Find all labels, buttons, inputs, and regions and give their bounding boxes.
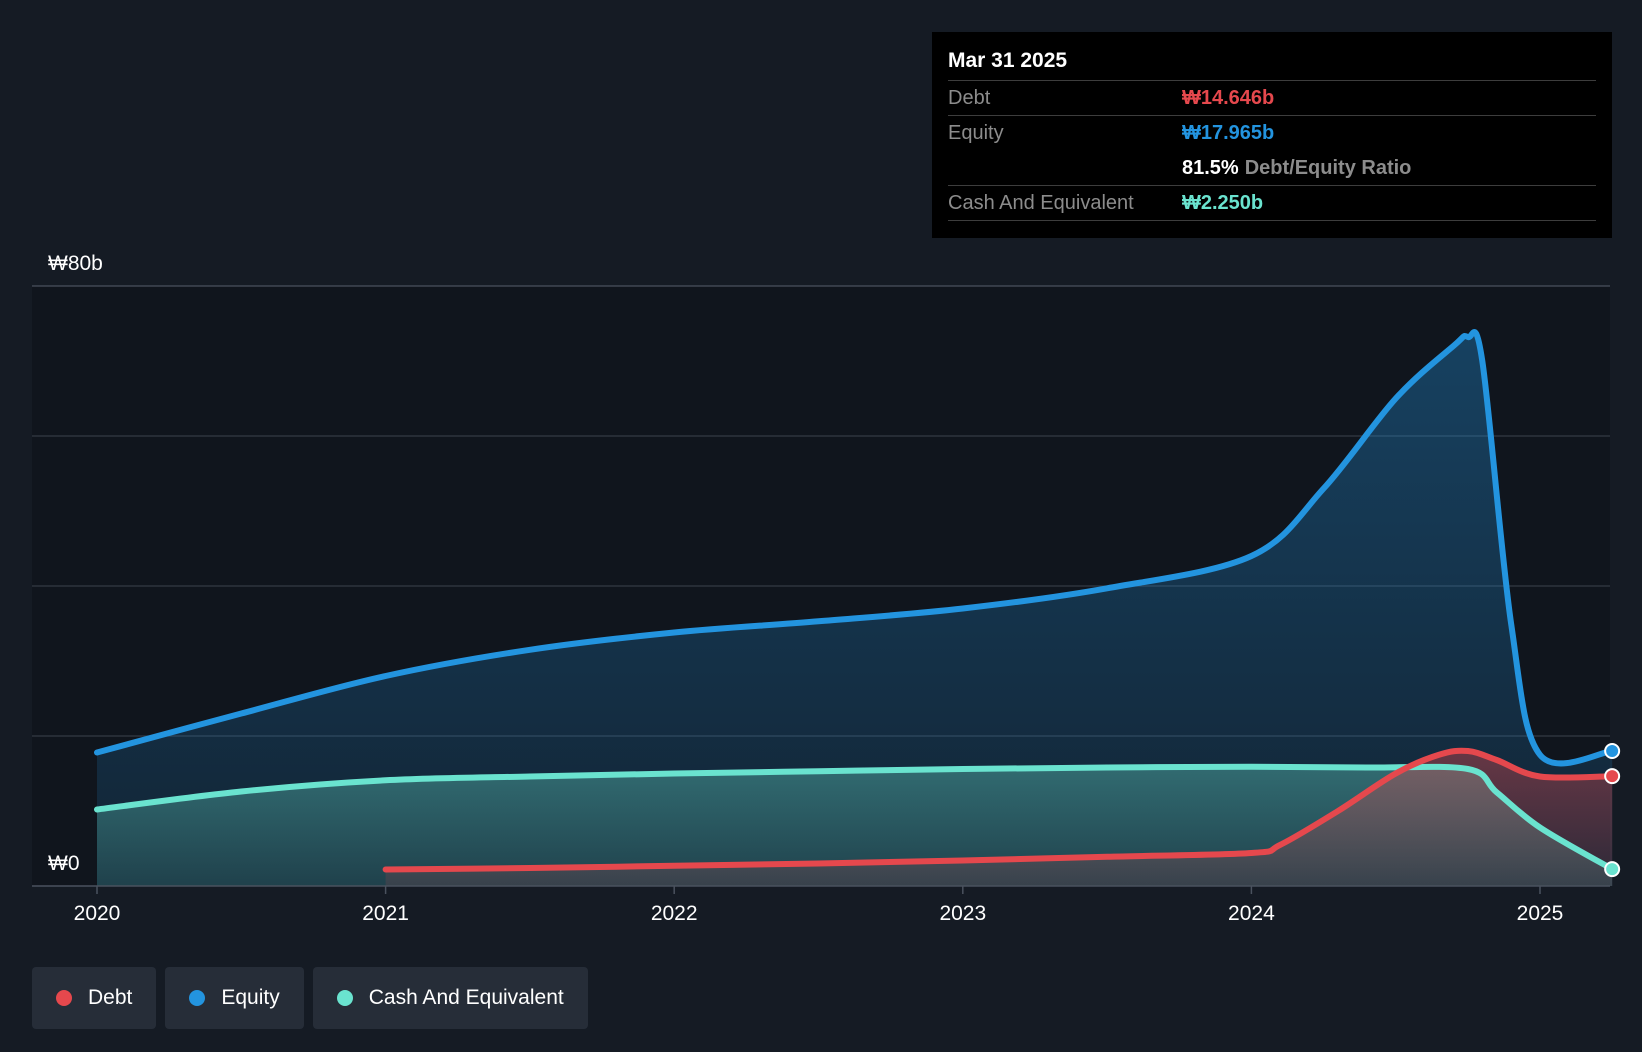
- cash-dot-icon: [336, 990, 353, 1006]
- tooltip-ratio-label: Debt/Equity Ratio: [1244, 156, 1412, 179]
- x-tick-label: 2024: [1228, 902, 1275, 925]
- y-axis-labels: ₩80b ₩0: [48, 252, 103, 875]
- debt-area: [385, 750, 1613, 886]
- x-tick-label: 2020: [74, 902, 121, 925]
- legend-label-equity: Equity: [221, 986, 280, 1009]
- x-axis-ticks: 2020 2021 2022 2023 2024 2025: [74, 886, 1564, 925]
- legend-label-cash: Cash And Equivalent: [368, 986, 564, 1009]
- legend-item-debt[interactable]: Debt: [32, 967, 157, 1029]
- tooltip-date: Mar 31 2025: [948, 49, 1068, 72]
- cash-and-equivalent-line: [94, 763, 1616, 873]
- x-tick-label: 2023: [939, 902, 986, 925]
- tooltip-equity-label: Equity: [948, 121, 1004, 144]
- tooltip-debt-row: Debt ₩14.646b: [948, 80, 1596, 115]
- debt-line: [382, 747, 1616, 873]
- y-tick-label: ₩80b: [48, 252, 103, 275]
- x-tick-label: 2025: [1517, 902, 1564, 925]
- tooltip-cash-row: Cash And Equivalent ₩2.250b: [948, 185, 1596, 221]
- legend: Debt Equity Cash And Equivalent: [32, 967, 588, 1029]
- legend-label-debt: Debt: [88, 986, 133, 1009]
- tooltip-equity-row: Equity ₩17.965b: [948, 115, 1596, 150]
- tooltip-debt-label: Debt: [948, 86, 991, 109]
- tooltip-ratio-row: 81.5% Debt/Equity Ratio: [948, 150, 1596, 185]
- tooltip-debt-value: ₩14.646b: [1182, 86, 1275, 109]
- series-lines: [94, 329, 1616, 873]
- equity-dot-icon: [189, 990, 206, 1006]
- x-tick-label: 2022: [651, 902, 698, 925]
- series-endpoints: [1604, 743, 1621, 878]
- tooltip-ratio-value: 81.5%: [1182, 156, 1239, 179]
- legend-item-cash[interactable]: Cash And Equivalent: [312, 967, 588, 1029]
- cash-and-equivalent-endpoint: [1604, 861, 1621, 878]
- tooltip-cash-value: ₩2.250b: [1182, 191, 1264, 214]
- tooltip-cash-label: Cash And Equivalent: [948, 191, 1134, 214]
- equity-line: [94, 329, 1616, 767]
- x-tick-label: 2021: [362, 902, 409, 925]
- debt-dot-icon: [56, 990, 72, 1006]
- debt-endpoint: [1604, 768, 1621, 785]
- legend-item-equity[interactable]: Equity: [165, 967, 304, 1029]
- equity-endpoint: [1604, 743, 1621, 759]
- y-tick-label: ₩0: [48, 852, 80, 875]
- equity-area: [97, 332, 1613, 886]
- tooltip-equity-value: ₩17.965b: [1182, 121, 1275, 144]
- tooltip-panel: Mar 31 2025 Debt ₩14.646b Equity ₩17.965…: [932, 32, 1612, 238]
